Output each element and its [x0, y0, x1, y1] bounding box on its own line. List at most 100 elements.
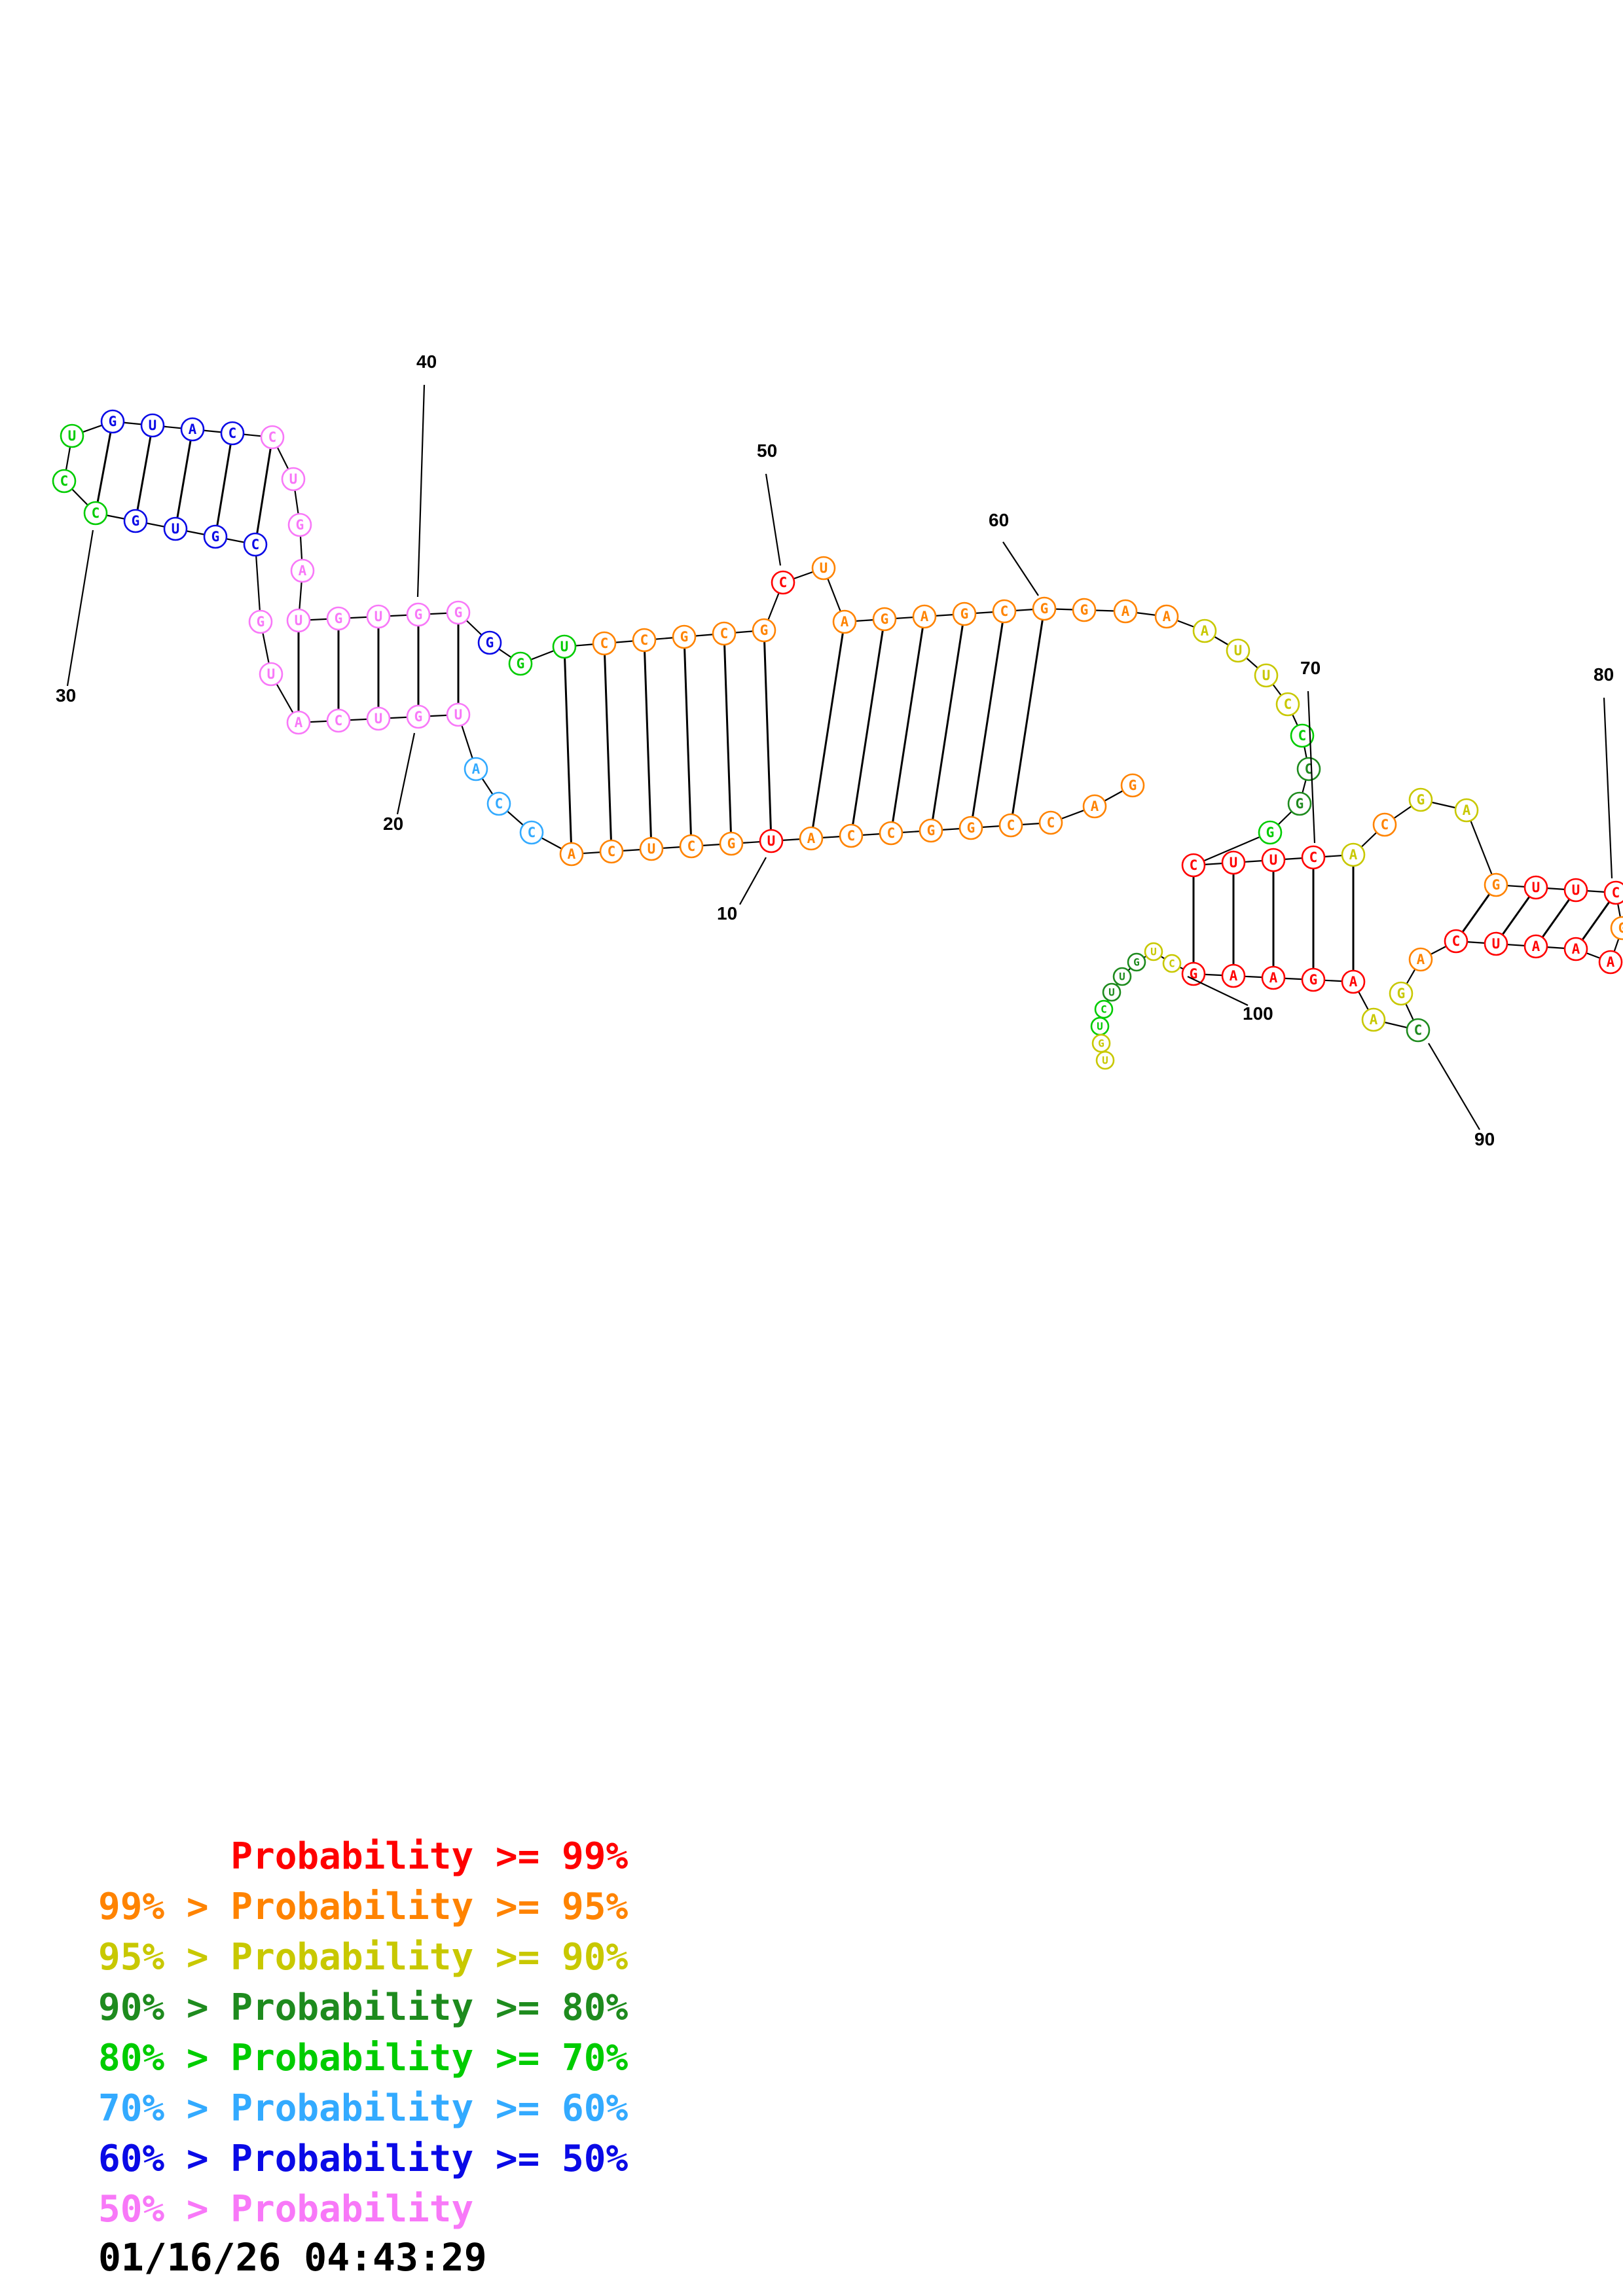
nucleotide-circle [1598, 950, 1623, 975]
nucleotide-70: C [1296, 757, 1321, 781]
nucleotide-letter: U [647, 841, 656, 857]
nucleotide-letter: U [1108, 986, 1115, 999]
nucleotide-88: A [1523, 934, 1548, 959]
nucleotide-20: G [406, 704, 431, 729]
nucleotide-4: C [998, 813, 1023, 838]
legend-line-80: 90% > Probability >= 80% [98, 1986, 629, 2029]
position-label-pointer [1187, 976, 1249, 1006]
nucleotide-letter: G [414, 607, 423, 622]
nucleotide-12: C [679, 834, 704, 859]
nucleotide-circle [799, 826, 824, 851]
nucleotide-letter: G [132, 513, 140, 529]
nucleotide-11: G [719, 831, 744, 856]
nucleotide-circle [508, 651, 533, 676]
nucleotide-letter: C [1047, 815, 1055, 831]
nucleotide-circle [1113, 599, 1138, 624]
nucleotide-circle [1192, 619, 1217, 643]
nucleotide-circle [1261, 848, 1286, 872]
nucleotide-90: C [1444, 929, 1468, 954]
nucleotide-letter: A [568, 846, 576, 862]
nucleotide-circle [366, 706, 391, 731]
nucleotide-circle [1261, 965, 1286, 990]
nucleotide-106: U [1090, 1016, 1110, 1036]
nucleotide-49: C [592, 631, 617, 656]
position-label-text: 50 [757, 440, 777, 461]
nucleotide-circle [477, 630, 502, 655]
nucleotide-letter: A [1532, 939, 1541, 954]
position-label-text: 30 [56, 685, 76, 706]
nucleotide-19: U [446, 702, 471, 727]
basepair-line [1010, 608, 1046, 826]
nucleotide-75: U [1261, 848, 1286, 872]
nucleotide-85: G [1610, 916, 1623, 941]
nucleotide-66: U [1226, 638, 1250, 663]
nucleotide-letter: C [887, 825, 896, 841]
nucleotide-circle [1112, 967, 1132, 986]
nucleotide-103: U [1112, 967, 1132, 986]
nucleotide-87: A [1563, 937, 1588, 961]
nucleotide-letter: U [1150, 946, 1157, 958]
nucleotide-letter: C [228, 425, 237, 441]
basepair-line [174, 429, 194, 529]
nucleotide-letter: G [109, 414, 117, 429]
nucleotide-circle [1221, 850, 1246, 875]
nucleotide-25: G [248, 609, 273, 634]
nucleotide-circle [1082, 794, 1107, 819]
nucleotide-circle [912, 604, 937, 629]
basepair-line [254, 437, 274, 545]
nucleotide-letter: U [1532, 880, 1541, 895]
nucleotide-23: A [286, 710, 311, 735]
nucleotide-letter: G [1098, 1037, 1104, 1050]
nucleotide-107: G [1091, 1033, 1111, 1053]
nucleotide-97: A [1261, 965, 1286, 990]
nucleotide-circle [1162, 954, 1182, 973]
nucleotide-10: U [759, 829, 784, 853]
position-label-pointer [739, 857, 767, 905]
nucleotide-letter: G [211, 529, 220, 545]
nucleotide-circle [1032, 596, 1057, 621]
nucleotide-circle [1091, 1033, 1111, 1053]
nucleotide-letter: C [495, 796, 503, 812]
basepair-line [723, 633, 733, 844]
nucleotide-letter: G [967, 820, 976, 836]
nucleotide-80: A [1454, 798, 1479, 823]
nucleotide-letter: G [960, 606, 969, 622]
nucleotide-letter: G [414, 709, 423, 725]
nucleotide-27: G [203, 524, 228, 549]
nucleotide-letter: G [680, 629, 689, 645]
nucleotide-circle [326, 708, 351, 733]
nucleotide-40: A [290, 558, 315, 583]
nucleotide-94: A [1361, 1007, 1386, 1032]
nucleotide-82: U [1523, 875, 1548, 900]
nucleotide-circle [286, 710, 311, 735]
nucleotide-circle [639, 836, 664, 861]
nucleotide-letter: G [1618, 920, 1623, 936]
nucleotide-letter: C [92, 505, 100, 521]
nucleotide-letter: G [927, 823, 936, 838]
nucleotide-95: A [1341, 969, 1366, 994]
nucleotide-letter: U [1230, 855, 1238, 870]
position-label-70: 70 [1300, 658, 1321, 844]
nucleotide-letter: G [1080, 602, 1089, 618]
nucleotide-55: U [811, 556, 836, 581]
nucleotide-letter: C [720, 626, 729, 641]
nucleotide-circle [1301, 845, 1326, 870]
nucleotide-letter: U [1097, 1020, 1103, 1033]
nucleotide-34: U [140, 413, 165, 438]
nucleotide-letter: G [1133, 956, 1140, 969]
basepair-line [214, 433, 234, 537]
nucleotide-circle [60, 423, 84, 448]
nucleotide-letter: C [1381, 817, 1389, 833]
nucleotide-letter: U [767, 833, 776, 849]
nucleotide-96: G [1301, 967, 1326, 992]
nucleotide-circle [552, 634, 577, 659]
nucleotide-56: A [832, 609, 857, 634]
nucleotide-letter: A [299, 563, 307, 579]
nucleotide-108: U [1095, 1050, 1115, 1070]
nucleotide-circle [952, 601, 977, 626]
nucleotide-circle [592, 631, 617, 656]
nucleotide-60: C [992, 599, 1017, 624]
nucleotide-letter: G [1417, 792, 1425, 808]
nucleotide-61: G [1032, 596, 1057, 621]
